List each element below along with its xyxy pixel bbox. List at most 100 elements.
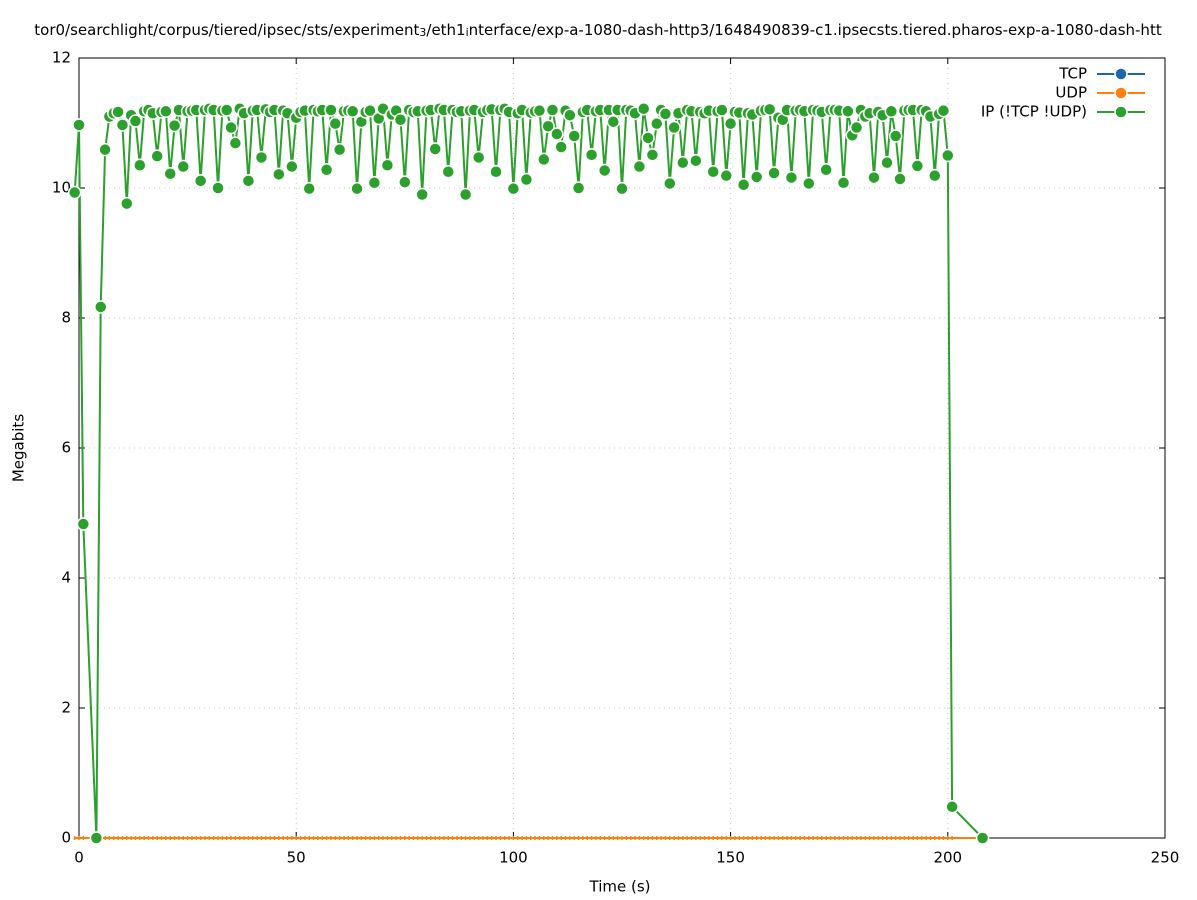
point [554,140,568,154]
point [471,150,486,165]
point [615,181,629,196]
y-tick-label: 12 [52,49,71,67]
y-tick-label: 10 [52,179,71,197]
point [880,155,894,170]
point [762,102,777,117]
point [319,163,334,177]
point [241,174,256,188]
title-subscript: 3 [419,26,426,39]
x-tick-label: 100 [499,849,528,867]
x-tick-label: 150 [716,849,745,867]
point [272,167,286,182]
point [163,166,177,181]
point [458,187,473,202]
point [767,166,781,180]
point [537,152,551,167]
point [841,104,855,119]
point [120,196,134,211]
point [193,174,208,188]
point [689,153,703,168]
point [328,116,343,131]
point [584,148,599,162]
series-line [73,106,984,839]
point [645,148,660,162]
point [928,168,942,183]
point [111,105,125,119]
point [76,517,91,531]
legend-marker [1114,105,1128,119]
point [167,118,182,133]
point [228,136,243,150]
point [489,165,503,179]
point [133,158,147,172]
point [836,176,851,190]
y-tick-label: 0 [61,829,71,847]
point [98,142,112,157]
point [719,168,734,183]
point [532,103,547,118]
point [663,176,677,191]
point [367,176,382,190]
point [159,104,173,119]
point [324,103,338,117]
point [254,150,269,165]
point [658,107,673,121]
point [819,163,833,177]
title-subscript: i [466,26,469,39]
x-tick-label: 200 [933,849,962,867]
x-axis-label: Time (s) [589,878,651,896]
y-axis-label: Megabits [10,414,28,482]
x-tick-label: 0 [74,849,84,867]
point [636,101,651,116]
title-part: /eth1 [426,21,465,39]
point [428,142,442,156]
point [345,104,360,119]
point [219,103,234,117]
point [72,118,86,132]
point [541,119,555,133]
point [941,148,955,163]
point [150,149,164,163]
point [849,120,864,135]
point [89,831,104,845]
point [350,181,364,196]
point [550,127,564,141]
legend-marker [1114,67,1128,81]
point [723,116,738,131]
title-part: tor0/searchlight/corpus/tiered/ipsec/sts… [34,21,419,39]
point [606,114,621,129]
x-tick-label: 250 [1151,849,1180,867]
legend-marker [1114,86,1128,100]
point [571,181,586,195]
point [715,103,729,117]
point [749,170,764,184]
point [115,118,130,132]
point [802,176,816,191]
point [884,104,899,119]
point [393,113,408,127]
point [650,116,664,131]
point [736,178,751,192]
point [667,120,681,135]
point [632,159,647,174]
point [128,114,143,128]
title-part: nterface/exp-a-1080-dash-http3/164849083… [469,21,1162,39]
point [936,103,951,118]
point [398,175,412,189]
point [676,155,690,170]
x-tick-label: 50 [287,849,306,867]
y-tick-label: 8 [61,309,71,327]
point [285,159,299,174]
point [176,159,191,174]
legend-label: TCP [1058,65,1087,83]
point [706,165,720,179]
point [441,165,455,179]
point [641,131,655,145]
y-tick-label: 2 [61,699,71,717]
point [945,800,959,814]
point [867,170,881,185]
chart-title: tor0/searchlight/corpus/tiered/ipsec/sts… [34,21,1162,39]
point [888,129,903,143]
point [597,163,612,178]
